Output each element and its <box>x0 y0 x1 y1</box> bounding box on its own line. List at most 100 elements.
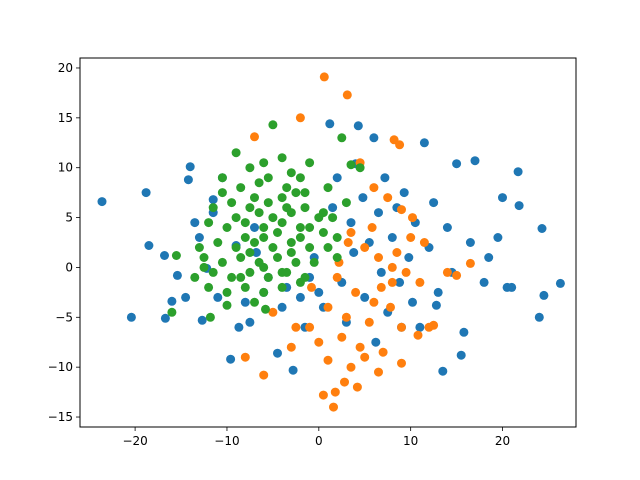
scatter-point <box>314 213 324 223</box>
x-tick-label: 0 <box>315 434 323 448</box>
scatter-point <box>259 262 269 272</box>
scatter-point <box>205 312 215 322</box>
scatter-point <box>392 248 402 257</box>
scatter-point <box>340 377 349 387</box>
scatter-point <box>291 322 301 332</box>
scatter-point <box>555 278 565 288</box>
scatter-point <box>323 355 333 365</box>
scatter-point <box>399 188 409 198</box>
scatter-point <box>376 267 386 277</box>
scatter-point <box>537 224 547 233</box>
scatter-point <box>286 248 296 257</box>
x-tick-label: 10 <box>403 434 418 448</box>
scatter-point <box>314 337 324 347</box>
scatter-point <box>245 317 255 327</box>
scatter-point <box>181 292 191 302</box>
plot-frame <box>79 57 577 428</box>
scatter-point <box>534 312 544 322</box>
scatter-point <box>263 198 273 208</box>
scatter-point <box>305 322 315 332</box>
scatter-point <box>341 312 351 322</box>
scatter-point <box>250 238 259 247</box>
scatter-point <box>295 173 305 183</box>
scatter-point <box>408 297 417 307</box>
scatter-point <box>369 297 379 307</box>
scatter-point <box>300 203 310 213</box>
scatter-point <box>329 402 338 412</box>
scatter-point <box>358 193 368 203</box>
x-tick-label: 20 <box>495 434 510 448</box>
points-layer <box>97 72 565 412</box>
scatter-point <box>227 272 237 282</box>
scatter-point <box>395 277 405 287</box>
scatter-point <box>371 337 381 347</box>
scatter-point <box>250 132 259 142</box>
scatter-point <box>160 313 170 323</box>
scatter-point <box>408 213 417 223</box>
scatter-point <box>343 238 353 247</box>
scatter-point <box>286 342 296 352</box>
scatter-point <box>197 315 207 325</box>
scatter-point <box>341 198 351 208</box>
y-tick-label: 10 <box>58 161 73 175</box>
scatter-point <box>429 320 439 330</box>
scatter-point <box>277 153 287 163</box>
ticks-layer: −20 −10 0 10 20 −15 −10 −5 0 5 10 15 20 <box>48 61 510 448</box>
scatter-point <box>493 233 503 242</box>
scatter-point <box>97 197 107 207</box>
scatter-point <box>355 342 365 352</box>
scatter-point <box>286 208 296 218</box>
scatter-point <box>352 382 362 392</box>
scatter-point <box>404 253 414 262</box>
y-tick-label: 15 <box>58 111 73 125</box>
scatter-point <box>231 213 241 223</box>
y-tick-label: −10 <box>48 360 73 374</box>
scatter-point <box>295 292 305 302</box>
scatter-point <box>387 277 397 287</box>
scatter-point <box>277 218 287 228</box>
scatter-point <box>250 193 259 203</box>
scatter-point <box>268 243 278 252</box>
scatter-point <box>259 158 269 168</box>
scatter-point <box>254 178 264 188</box>
scatter-point <box>204 282 214 292</box>
scatter-point <box>240 282 250 292</box>
scatter-point <box>240 352 250 362</box>
scatter-point <box>351 287 361 297</box>
scatter-point <box>144 241 154 250</box>
scatter-point <box>213 292 223 302</box>
y-tick-label: 20 <box>58 61 73 75</box>
scatter-point <box>323 183 333 193</box>
scatter-point <box>277 193 287 203</box>
scatter-point <box>374 367 383 377</box>
scatter-point <box>419 238 429 247</box>
x-tick-label: −20 <box>122 434 147 448</box>
scatter-point <box>465 258 475 268</box>
scatter-point <box>433 287 443 297</box>
scatter-point <box>539 290 549 300</box>
scatter-point <box>268 120 278 130</box>
scatter-point <box>259 223 269 232</box>
scatter-point <box>387 233 397 242</box>
scatter-point <box>349 248 359 257</box>
scatter-point <box>452 159 462 169</box>
scatter-point <box>332 272 342 282</box>
scatter-point <box>295 233 305 242</box>
scatter-point <box>514 201 524 211</box>
scatter-point <box>314 287 324 297</box>
scatter-point <box>318 390 328 400</box>
scatter-point <box>222 287 232 297</box>
scatter-point <box>386 302 395 312</box>
scatter-point <box>126 312 136 322</box>
scatter-point <box>323 302 333 312</box>
scatter-point <box>397 322 406 332</box>
scatter-point <box>259 287 269 297</box>
scatter-point <box>330 387 340 397</box>
scatter-point <box>227 198 237 208</box>
scatter-point <box>397 358 406 368</box>
scatter-point <box>250 297 259 307</box>
scatter-point <box>383 193 393 203</box>
scatter-point <box>295 113 305 123</box>
scatter-point <box>342 90 352 100</box>
scatter-point <box>236 183 246 193</box>
